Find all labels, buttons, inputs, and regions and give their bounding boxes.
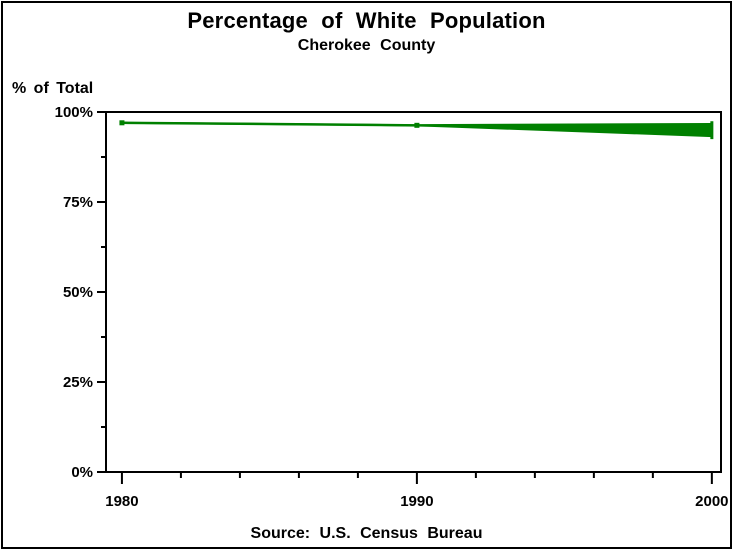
chart-subtitle: Cherokee County xyxy=(297,37,436,54)
data-point-marker-end xyxy=(710,121,714,140)
y-tick-label: 75% xyxy=(63,194,93,211)
plot-frame xyxy=(105,111,722,473)
data-point-marker xyxy=(119,120,125,126)
chart-title: Percentage of White Population xyxy=(187,8,546,33)
y-tick-label: 100% xyxy=(55,104,93,121)
y-axis-title: % of Total xyxy=(12,80,94,97)
x-tick-label: 1980 xyxy=(105,493,138,510)
y-tick-label: 50% xyxy=(63,284,93,301)
x-tick-label: 1990 xyxy=(400,493,433,510)
data-point-marker xyxy=(414,122,420,128)
source-footnote: Source: U.S. Census Bureau xyxy=(250,525,483,542)
y-tick-label: 0% xyxy=(71,464,93,481)
x-tick-label: 2000 xyxy=(695,493,728,510)
y-tick-label: 25% xyxy=(63,374,93,391)
